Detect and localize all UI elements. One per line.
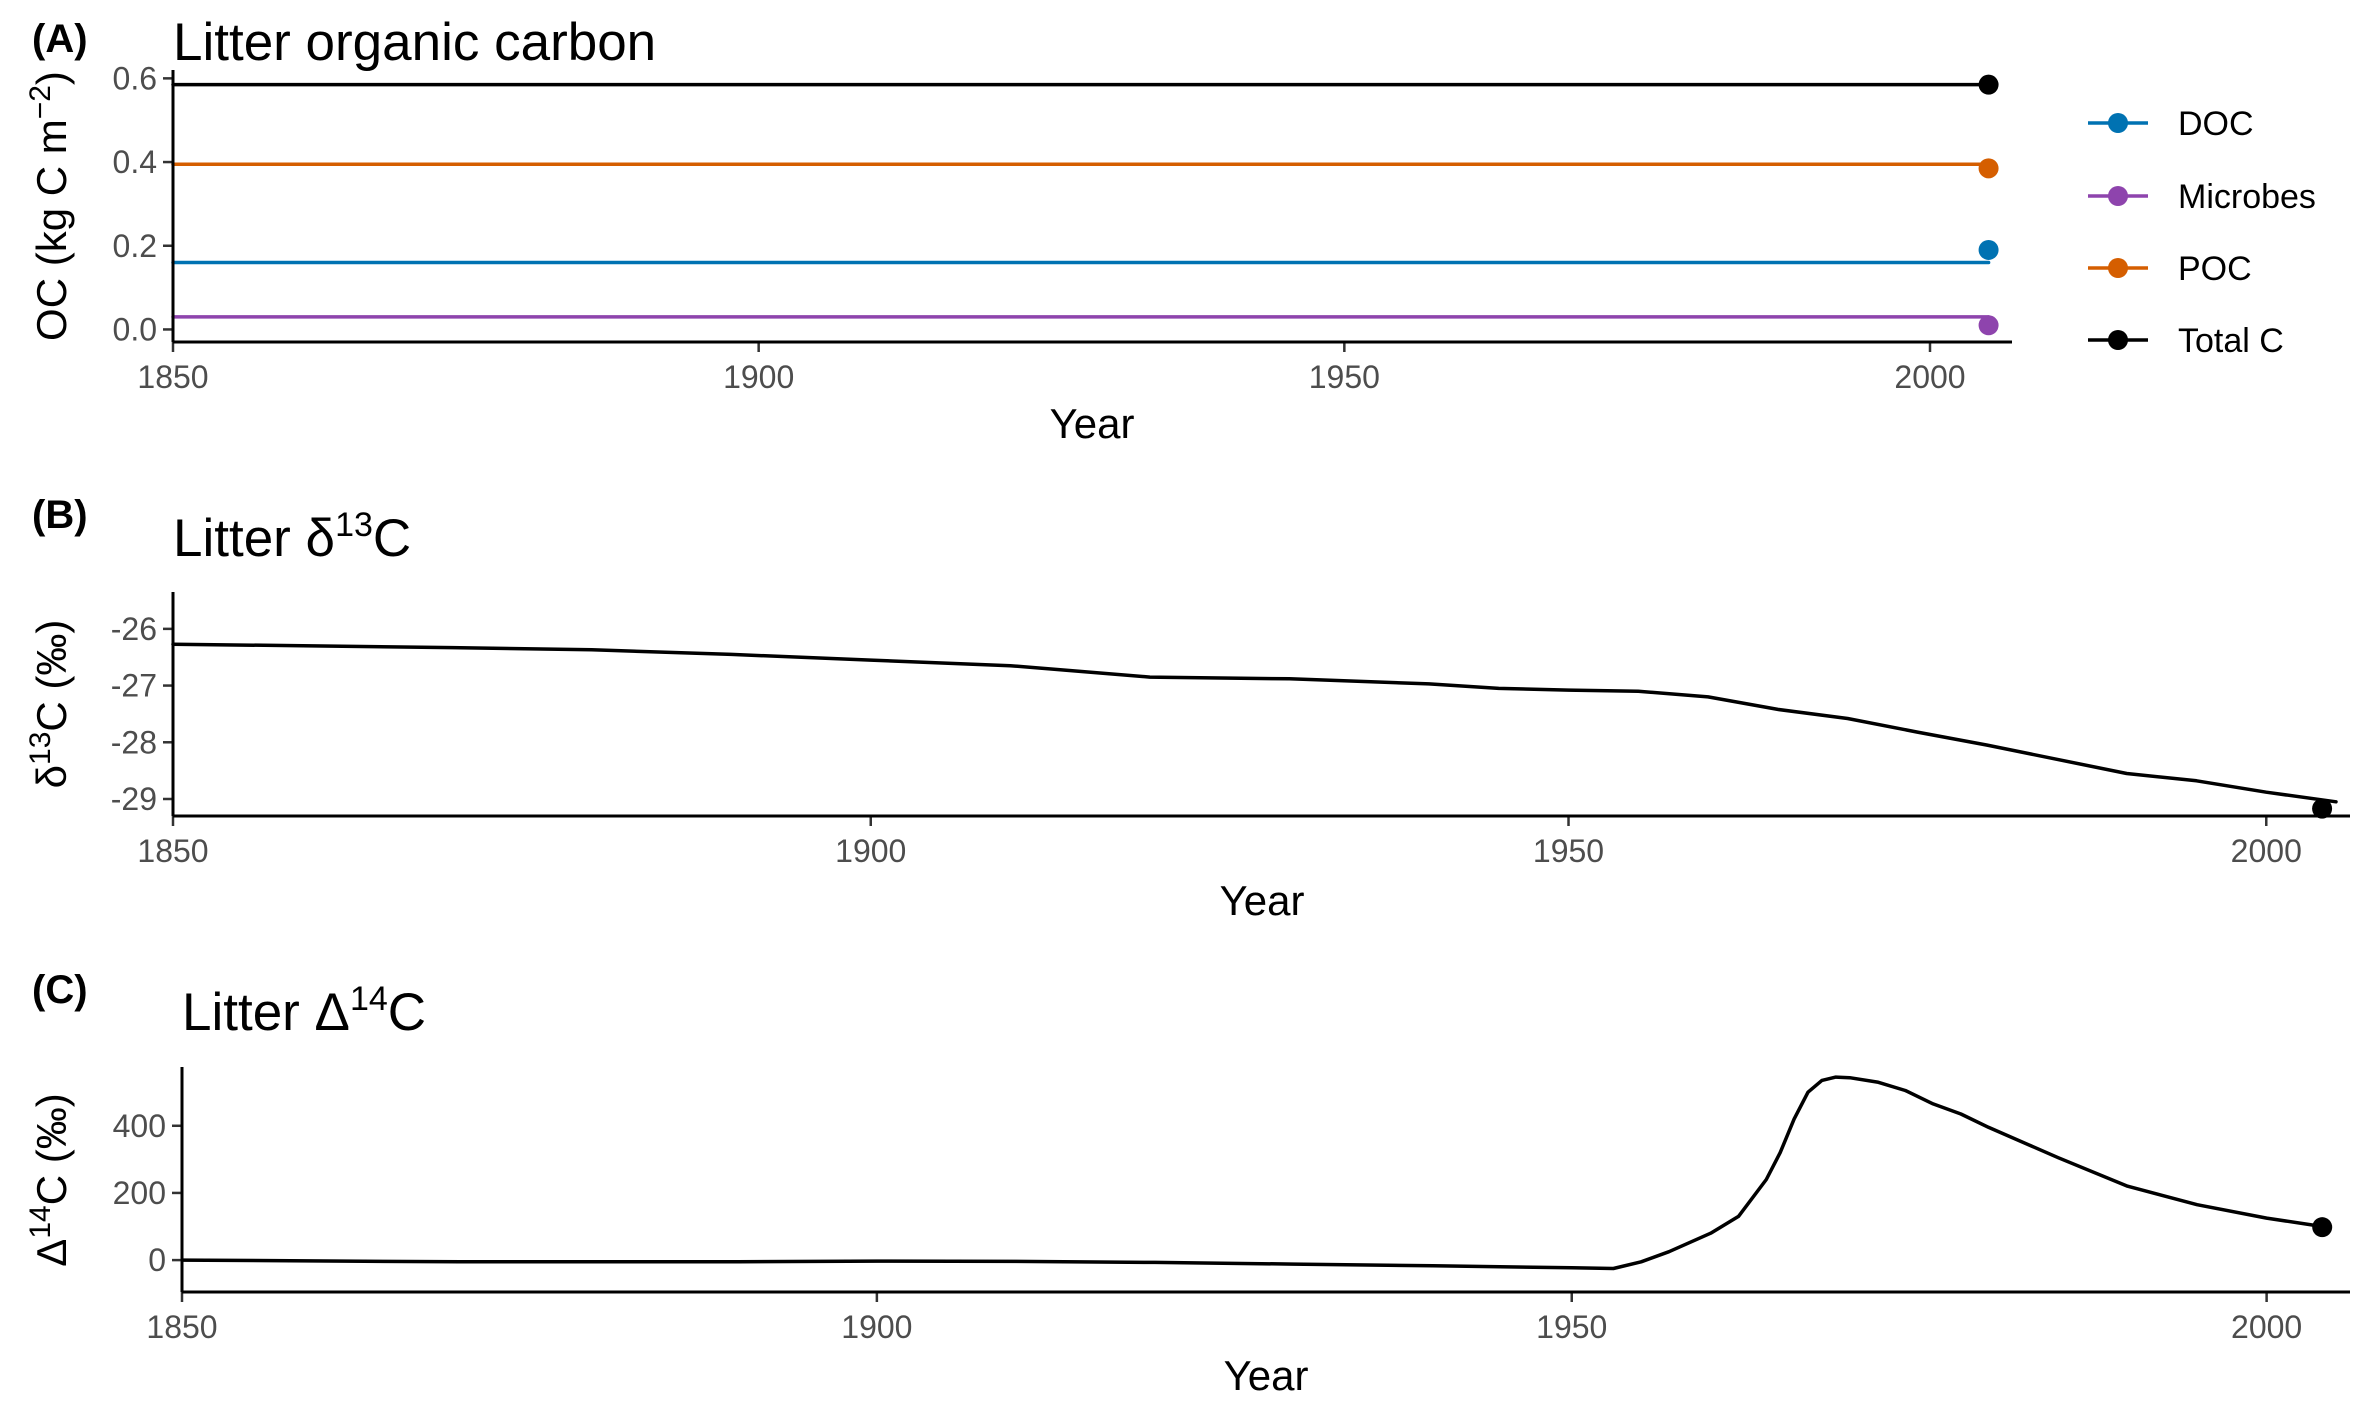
panel-a-x-tick-label-1850: 1850 (137, 359, 208, 395)
panel-c-y-tick-label-2: 400 (113, 1108, 166, 1144)
panel-a-y-tick-label-0: 0.0 (113, 311, 157, 347)
legend-item-microbes: Microbes (2088, 178, 2316, 216)
legend-marker-poc (2108, 258, 2128, 278)
panel-c-letter: (C) (32, 968, 88, 1012)
panel-a: (A) Litter organic carbon 1850 1900 1950 20… (24, 13, 2012, 447)
panel-c-ticks: 1850 1900 1950 2000 0 200 400 (113, 1108, 2303, 1345)
panel-c-y-tick-label-0: 0 (148, 1242, 166, 1278)
panel-a-microbes-point (1978, 315, 1999, 336)
panel-c-x-tick-label-1900: 1900 (841, 1309, 912, 1345)
panel-c-title: Litter Δ14C (182, 980, 426, 1042)
legend-marker-total-c (2108, 330, 2128, 350)
panel-b-series-0-point (2312, 798, 2333, 819)
panel-c-x-axis-title: Year (1224, 1352, 1309, 1399)
panel-b-x-tick-label-1850: 1850 (137, 833, 208, 869)
panel-b-x-tick-label-1900: 1900 (835, 833, 906, 869)
panel-a-y-tick-label-3: 0.6 (113, 60, 157, 96)
legend-item-doc: DOC (2088, 105, 2254, 143)
panel-c-x-tick-label-1850: 1850 (146, 1309, 217, 1345)
panel-b-y-tick-label-2: -28 (111, 724, 157, 760)
panel-b-y-axis-title: δ13C (‰) (24, 620, 75, 789)
panel-c-series-0-line (180, 1075, 2324, 1271)
legend-item-total-c: Total C (2088, 322, 2284, 360)
legend-marker-microbes (2108, 186, 2128, 206)
legend-marker-doc (2108, 113, 2128, 133)
legend-label-total-c: Total C (2178, 322, 2284, 360)
panel-a-title: Litter organic carbon (173, 13, 656, 72)
panel-b-y-tick-label-1: -27 (111, 668, 157, 704)
panel-b-x-tick-label-2000: 2000 (2231, 833, 2302, 869)
legend-label-microbes: Microbes (2178, 178, 2316, 216)
legend-label-doc: DOC (2178, 105, 2254, 143)
panel-c-y-axis-title: Δ14C (‰) (24, 1093, 75, 1266)
panel-c-x-tick-label-1950: 1950 (1536, 1309, 1607, 1345)
panel-b-y-tick-label-3: -29 (111, 781, 157, 817)
legend-label-poc: POC (2178, 250, 2252, 288)
panel-a-total-c-point (1978, 74, 1999, 95)
panel-a-letter: (A) (32, 17, 88, 61)
panel-b-series (171, 642, 2338, 819)
panel-c-series (180, 1075, 2333, 1271)
panel-b-title: Litter δ13C (173, 506, 411, 568)
panel-b-ticks: 1850 1900 1950 2000 -26 -27 -28 -29 (111, 611, 2302, 869)
panel-a-ticks: 1850 1900 1950 2000 0.0 0.2 0.4 0.6 (113, 60, 1966, 395)
panel-c: (C) Litter Δ14C 1850 1900 1950 20000200400 … (24, 968, 2350, 1399)
panel-b-y-tick-label-0: -26 (111, 611, 157, 647)
panel-a-series (171, 74, 1999, 336)
panel-a-y-axis-title: OC (kg C m−2) (24, 71, 75, 341)
panel-a-doc-point (1978, 239, 1999, 260)
panel-a-x-tick-label-1900: 1900 (723, 359, 794, 395)
panel-a-poc-point (1978, 158, 1999, 179)
panel-c-x-tick-label-2000: 2000 (2231, 1309, 2302, 1345)
panel-b-letter: (B) (32, 493, 88, 537)
panel-a-y-tick-label-2: 0.4 (113, 144, 157, 180)
panel-a-y-tick-label-1: 0.2 (113, 228, 157, 264)
panel-a-x-tick-label-1950: 1950 (1309, 359, 1380, 395)
legend: DOC Microbes POC Total C (2088, 105, 2316, 360)
panel-c-series-0-point (2312, 1217, 2333, 1238)
panel-a-x-tick-label-2000: 2000 (1894, 359, 1965, 395)
panel-b-x-axis-title: Year (1220, 877, 1305, 924)
legend-item-poc: POC (2088, 250, 2252, 288)
panel-b-series-0-line (171, 642, 2338, 804)
panel-c-y-tick-label-1: 200 (113, 1175, 166, 1211)
panel-b: (B) Litter δ13C 1850 1900 1950 2000 -26 -27 -2… (24, 493, 2350, 924)
panel-b-x-tick-label-1950: 1950 (1533, 833, 1604, 869)
panel-a-x-axis-title: Year (1050, 400, 1135, 447)
